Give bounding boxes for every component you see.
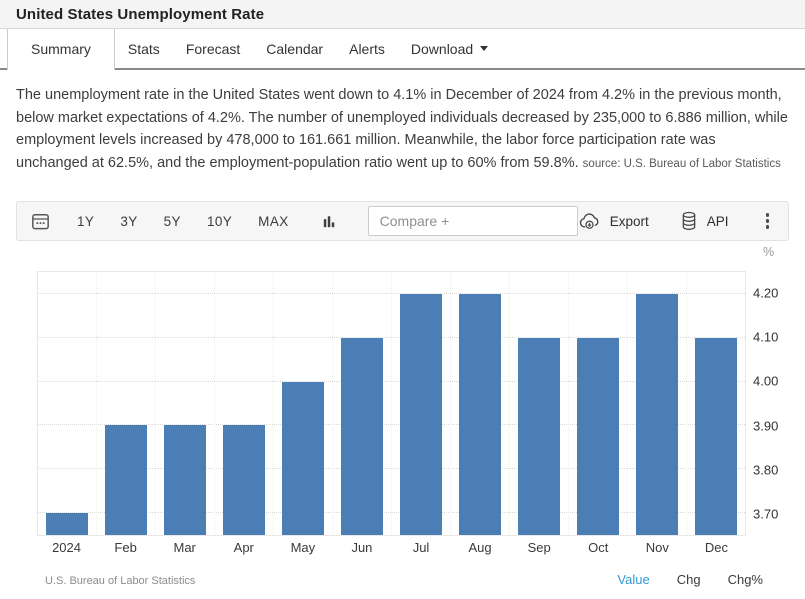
- bar[interactable]: [45, 513, 89, 535]
- x-tick-label: Jul: [412, 540, 430, 555]
- range-max-button[interactable]: MAX: [258, 213, 289, 229]
- legend-value-button[interactable]: Value: [617, 572, 650, 587]
- y-tick-label: 4.20: [753, 285, 779, 301]
- bar-slot: [273, 272, 332, 535]
- bar-slot: [509, 272, 568, 535]
- range-5y-button[interactable]: 5Y: [163, 213, 181, 229]
- bar-slot: [391, 272, 450, 535]
- toolbar-right-group: Export API: [578, 211, 775, 231]
- x-tick-label: Apr: [233, 540, 254, 555]
- export-button[interactable]: Export: [578, 212, 649, 231]
- tab-alerts[interactable]: Alerts: [336, 29, 398, 68]
- range-3y-button[interactable]: 3Y: [120, 213, 138, 229]
- x-tick-label: Oct: [588, 540, 609, 555]
- y-tick-label: 4.00: [753, 373, 779, 389]
- tab-calendar[interactable]: Calendar: [253, 29, 336, 68]
- tab-download[interactable]: Download: [398, 29, 501, 68]
- calendar-icon[interactable]: [30, 211, 51, 232]
- y-tick-label: 4.10: [753, 329, 779, 345]
- bar[interactable]: [399, 293, 443, 535]
- bar-chart-type-icon[interactable]: [321, 213, 338, 230]
- bar-slot: [627, 272, 686, 535]
- y-tick-label: 3.80: [753, 462, 779, 478]
- bar[interactable]: [222, 425, 266, 535]
- tab-download-label: Download: [410, 40, 474, 57]
- bar[interactable]: [635, 293, 679, 535]
- legend-chgpct-button[interactable]: Chg%: [727, 572, 763, 587]
- tab-stats-label: Stats: [127, 40, 160, 57]
- caret-down-icon: [480, 46, 489, 51]
- y-axis-unit: %: [763, 245, 775, 259]
- chart-footer: U.S. Bureau of Labor Statistics Value Ch…: [45, 572, 763, 587]
- y-axis-labels: 4.20 4.10 4.00 3.90 3.80 3.70: [753, 271, 798, 536]
- bar[interactable]: [694, 337, 738, 535]
- chart-card: % 4.20 4.10 4.00 3.90 3.80 3.70 2024 Feb Mar Apr…: [16, 241, 789, 595]
- x-tick-label: May: [290, 540, 316, 555]
- tab-summary-label: Summary: [31, 40, 91, 57]
- compare-input[interactable]: [367, 206, 578, 236]
- x-tick-label: Feb: [114, 540, 137, 555]
- bar-slot: [214, 272, 273, 535]
- bar[interactable]: [576, 337, 620, 535]
- legend-columns: Value Chg Chg%: [617, 572, 763, 587]
- x-tick-label: Dec: [704, 540, 728, 555]
- api-label: API: [706, 213, 729, 229]
- x-tick-label: Aug: [468, 540, 492, 555]
- chart-toolbar: 1Y 3Y 5Y 10Y MAX Export: [16, 201, 789, 241]
- database-icon: [680, 211, 698, 231]
- bar[interactable]: [517, 337, 561, 535]
- page-title: United States Unemployment Rate: [16, 5, 265, 23]
- bar-slot: [96, 272, 155, 535]
- summary-text: The unemployment rate in the United Stat…: [16, 87, 788, 171]
- range-1y-button[interactable]: 1Y: [77, 213, 95, 229]
- bar[interactable]: [163, 425, 207, 535]
- summary-paragraph: The unemployment rate in the United Stat…: [16, 84, 789, 175]
- x-axis-labels: 2024 Feb Mar Apr May Jun Jul Aug Sep Oct Nov Dec: [37, 540, 746, 555]
- tab-summary[interactable]: Summary: [7, 29, 115, 70]
- range-buttons: 1Y 3Y 5Y 10Y MAX: [77, 214, 289, 229]
- bar-slot: [332, 272, 391, 535]
- tab-calendar-label: Calendar: [266, 40, 324, 57]
- bar[interactable]: [340, 337, 384, 535]
- y-tick-label: 3.90: [753, 418, 779, 434]
- title-bar: United States Unemployment Rate: [0, 0, 805, 29]
- x-tick-label: Sep: [527, 540, 551, 555]
- bar[interactable]: [458, 293, 502, 535]
- summary-source: source: U.S. Bureau of Labor Statistics: [582, 157, 781, 170]
- chart-source-label: U.S. Bureau of Labor Statistics: [45, 575, 196, 587]
- tab-forecast[interactable]: Forecast: [173, 29, 253, 68]
- tab-forecast-label: Forecast: [185, 40, 241, 57]
- tab-stats[interactable]: Stats: [115, 29, 173, 68]
- bar-slot: [568, 272, 627, 535]
- api-button[interactable]: API: [680, 211, 729, 231]
- tab-strip: Summary Stats Forecast Calendar Alerts D…: [0, 29, 805, 70]
- cloud-download-icon: [578, 212, 601, 231]
- x-tick-label: Mar: [173, 540, 196, 555]
- x-tick-label: Jun: [351, 540, 373, 555]
- bar[interactable]: [281, 381, 325, 535]
- legend-chg-button[interactable]: Chg: [676, 572, 701, 587]
- y-tick-label: 3.70: [753, 506, 779, 522]
- plot-area: [37, 271, 746, 536]
- x-tick-label: Nov: [645, 540, 669, 555]
- bar-slot: [38, 272, 96, 535]
- more-options-icon[interactable]: [760, 211, 776, 231]
- bar-slot: [686, 272, 745, 535]
- bars-layer: [38, 272, 745, 535]
- export-label: Export: [609, 213, 649, 229]
- x-tick-label: 2024: [52, 540, 81, 555]
- range-10y-button[interactable]: 10Y: [206, 213, 233, 229]
- bar[interactable]: [104, 425, 148, 535]
- bar-slot: [450, 272, 509, 535]
- tab-alerts-label: Alerts: [349, 40, 385, 57]
- bar-slot: [155, 272, 214, 535]
